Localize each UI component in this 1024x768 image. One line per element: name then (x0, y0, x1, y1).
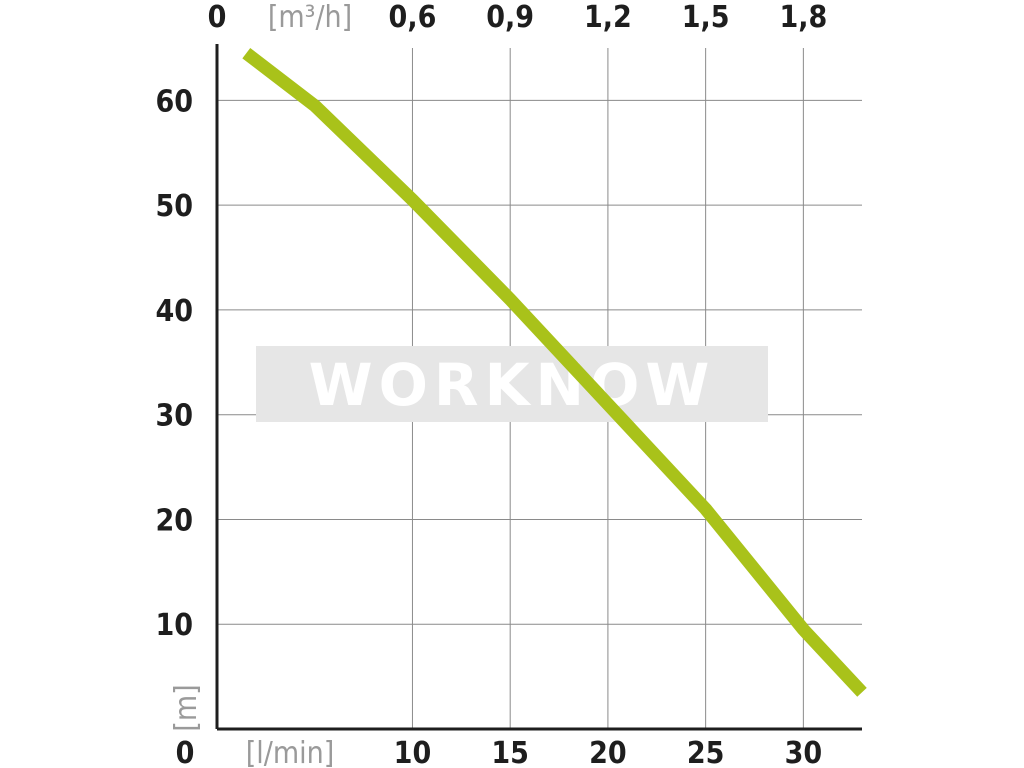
watermark-text: WORKNOW (309, 351, 716, 419)
y-axis-unit-label: [m] (169, 684, 204, 731)
x2-tick-label: 1,2 (584, 0, 632, 35)
axes (215, 44, 862, 731)
y-tick-label: 30 (155, 399, 193, 434)
x2-axis-unit-label: [m³/h] (268, 0, 352, 35)
x2-tick-label: 0,6 (389, 0, 437, 35)
x-axis-unit-label: [l/min] (246, 736, 335, 768)
series-layer (242, 48, 867, 697)
y-tick-label: 10 (155, 608, 193, 643)
tick-labels: 0 10 15 20 25 30 0 0,6 0,9 1,2 1,5 1,8 10 20 30 40 50 60 (155, 0, 827, 768)
series-line (242, 48, 867, 697)
x-tick-label: 30 (785, 736, 823, 768)
x-tick-label: 15 (491, 736, 529, 768)
x-tick-label: 25 (687, 736, 725, 768)
y-tick-label: 20 (155, 503, 193, 538)
x2-tick-label: 1,8 (779, 0, 827, 35)
y-tick-label: 60 (155, 84, 193, 119)
y-tick-label: 40 (155, 294, 193, 329)
grid (217, 48, 862, 729)
x2-tick-label: 0,9 (486, 0, 534, 35)
x-tick-label: 10 (394, 736, 432, 768)
x-tick-label: 0 (176, 736, 195, 768)
y-tick-label: 50 (155, 189, 193, 224)
watermark-logo: WORKNOW (256, 346, 768, 422)
x2-tick-label: 1,5 (682, 0, 730, 35)
x-tick-label: 20 (589, 736, 627, 768)
x2-tick-label: 0 (208, 0, 227, 35)
